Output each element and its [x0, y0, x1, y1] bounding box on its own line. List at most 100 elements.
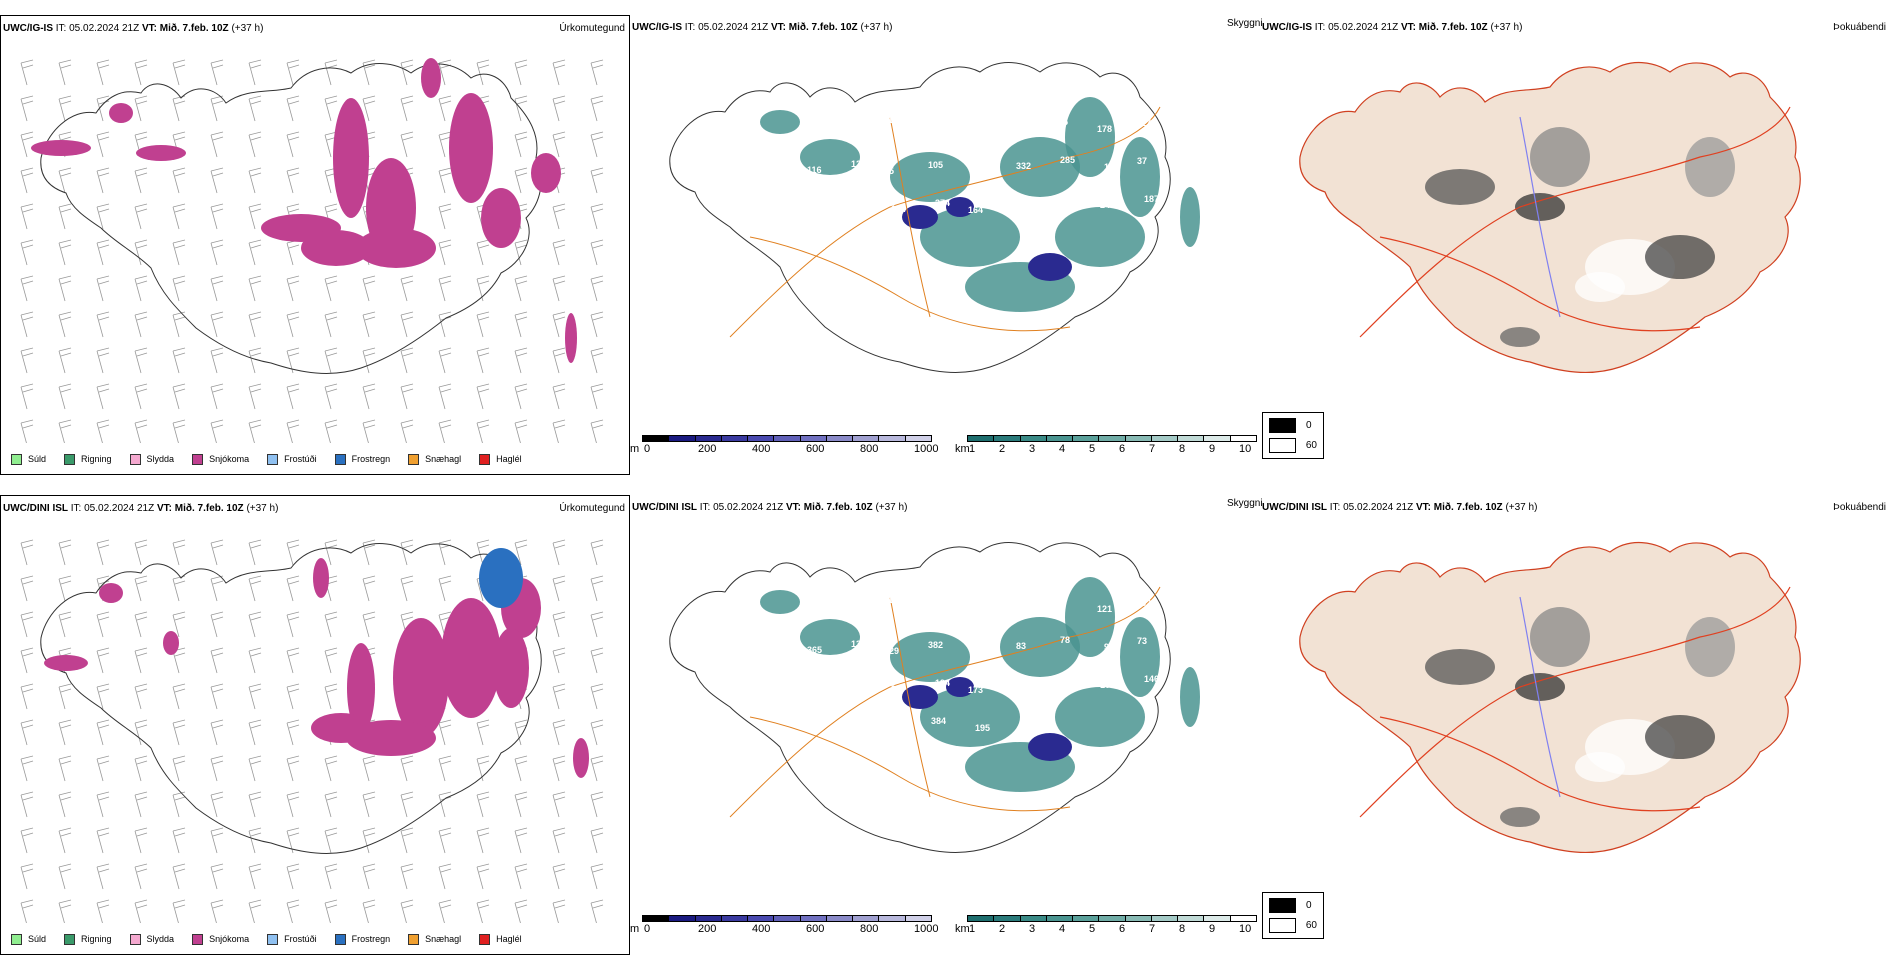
visibility-value-label: 73 [1137, 636, 1147, 646]
wind-barb [552, 347, 566, 374]
colorbar-segment [1020, 916, 1047, 921]
wind-barb [172, 827, 186, 854]
wind-barb [514, 131, 528, 158]
colorbar-tick-label: 7 [1149, 443, 1156, 455]
colorbar-tick-label: 400 [752, 923, 771, 935]
wind-barb [286, 899, 300, 923]
wind-barb [438, 95, 452, 122]
visibility-value-label: 187 [1144, 194, 1159, 204]
precip-area [493, 628, 529, 708]
legend-item: Rigning [64, 453, 112, 465]
colorbar-segment [1073, 436, 1100, 441]
wind-barb [248, 383, 262, 410]
wind-barb [590, 275, 604, 302]
wind-barb [286, 791, 300, 818]
wind-barb [438, 167, 452, 194]
colorbar-tick-label: 7 [1149, 923, 1156, 935]
wind-barb [438, 275, 452, 302]
wind-barb [248, 539, 262, 566]
fog-legend-label: 0 [1306, 900, 1312, 911]
wind-barb [58, 203, 72, 230]
wind-barb [400, 419, 414, 443]
legend-item: Frostúði [267, 453, 317, 465]
colorbar-segment [1230, 436, 1256, 441]
precip-area [481, 188, 521, 248]
colorbar-tick-label: 6 [1119, 443, 1126, 455]
precip-type-panel-dini: UWC/DINI ISL IT: 05.02.2024 21Z VT: Mið.… [0, 495, 630, 955]
colorbar-tick-label: 8 [1179, 923, 1186, 935]
visibility-map: 33 29 180 214 212 80 68 121 82 365 136 429 382 66 83 78… [669, 542, 1200, 853]
colorbar-tick-label: 3 [1029, 443, 1036, 455]
wind-barb [362, 347, 376, 374]
wind-barb [96, 899, 110, 923]
precip-area [109, 103, 133, 123]
wind-barb [172, 719, 186, 746]
visibility-value-label: 78 [1060, 635, 1070, 645]
visibility-value-label: 116 [807, 165, 822, 175]
precip-area [479, 548, 523, 608]
panel-title: UWC/IG-IS IT: 05.02.2024 21Z VT: Mið. 7.… [1262, 22, 1523, 33]
colorbar-segment [1046, 436, 1074, 441]
fog-legend-swatch [1269, 918, 1296, 933]
panel-title: UWC/DINI ISL IT: 05.02.2024 21Z VT: Mið.… [1262, 502, 1538, 513]
wind-barb [248, 59, 262, 86]
colorbar-strip [967, 435, 1257, 442]
legend-label: Snjókoma [209, 934, 250, 944]
colorbar-unit: km [955, 443, 970, 455]
precip-area [531, 153, 561, 193]
colorbar-tick-label: 4 [1059, 443, 1066, 455]
wind-barb [286, 95, 300, 122]
visibility-value-label: 481 [810, 241, 825, 251]
wind-barb [552, 683, 566, 710]
low-visibility-area [1180, 667, 1200, 727]
wind-barb [286, 755, 300, 782]
low-visibility-area [800, 619, 860, 655]
wind-barb [552, 539, 566, 566]
wind-barb [20, 239, 34, 266]
wind-barb [96, 347, 110, 374]
wind-barb [438, 791, 452, 818]
wind-barb [248, 827, 262, 854]
wind-barb [400, 827, 414, 854]
colorbar-strip [967, 915, 1257, 922]
fog-legend-label: 0 [1306, 420, 1312, 431]
colorbar-segment [748, 916, 775, 921]
wind-barb [552, 203, 566, 230]
colorbar-strip [642, 435, 932, 442]
colorbar-segment [826, 436, 854, 441]
wind-barb [134, 275, 148, 302]
visibility-value-label: 164 [968, 205, 983, 215]
wind-barb [324, 419, 338, 443]
wind-barb [134, 899, 148, 923]
precip-area [393, 618, 449, 738]
wind-barb [20, 203, 34, 230]
colorbar-segment [695, 436, 722, 441]
panel-type-label: Þokuábendi [1833, 22, 1886, 33]
wind-barb [476, 311, 490, 338]
wind-barb [58, 539, 72, 566]
wind-barb [20, 863, 34, 890]
low-visibility-area [800, 139, 860, 175]
visibility-value-label: 99 [803, 203, 813, 213]
wind-barb [476, 347, 490, 374]
wind-barb [134, 539, 148, 566]
wind-barb [552, 383, 566, 410]
wind-barb [438, 899, 452, 923]
wind-barb [134, 863, 148, 890]
colorbar-tick-label: 2 [999, 443, 1006, 455]
wind-barb [248, 899, 262, 923]
wind-barb [172, 539, 186, 566]
colorbar-segment [968, 436, 995, 441]
wind-barb [58, 611, 72, 638]
wind-barb [172, 275, 186, 302]
wind-barb [286, 311, 300, 338]
colorbar-tick-label: 0 [644, 923, 651, 935]
wind-barb [20, 575, 34, 602]
visibility-value-label: 176 [1141, 118, 1156, 128]
visibility-value-label: 58 [932, 122, 942, 132]
colorbar-segment [968, 916, 995, 921]
colorbar-segment [643, 916, 670, 921]
wind-barb [362, 59, 376, 86]
precip-area [136, 145, 186, 161]
wind-barb [58, 827, 72, 854]
